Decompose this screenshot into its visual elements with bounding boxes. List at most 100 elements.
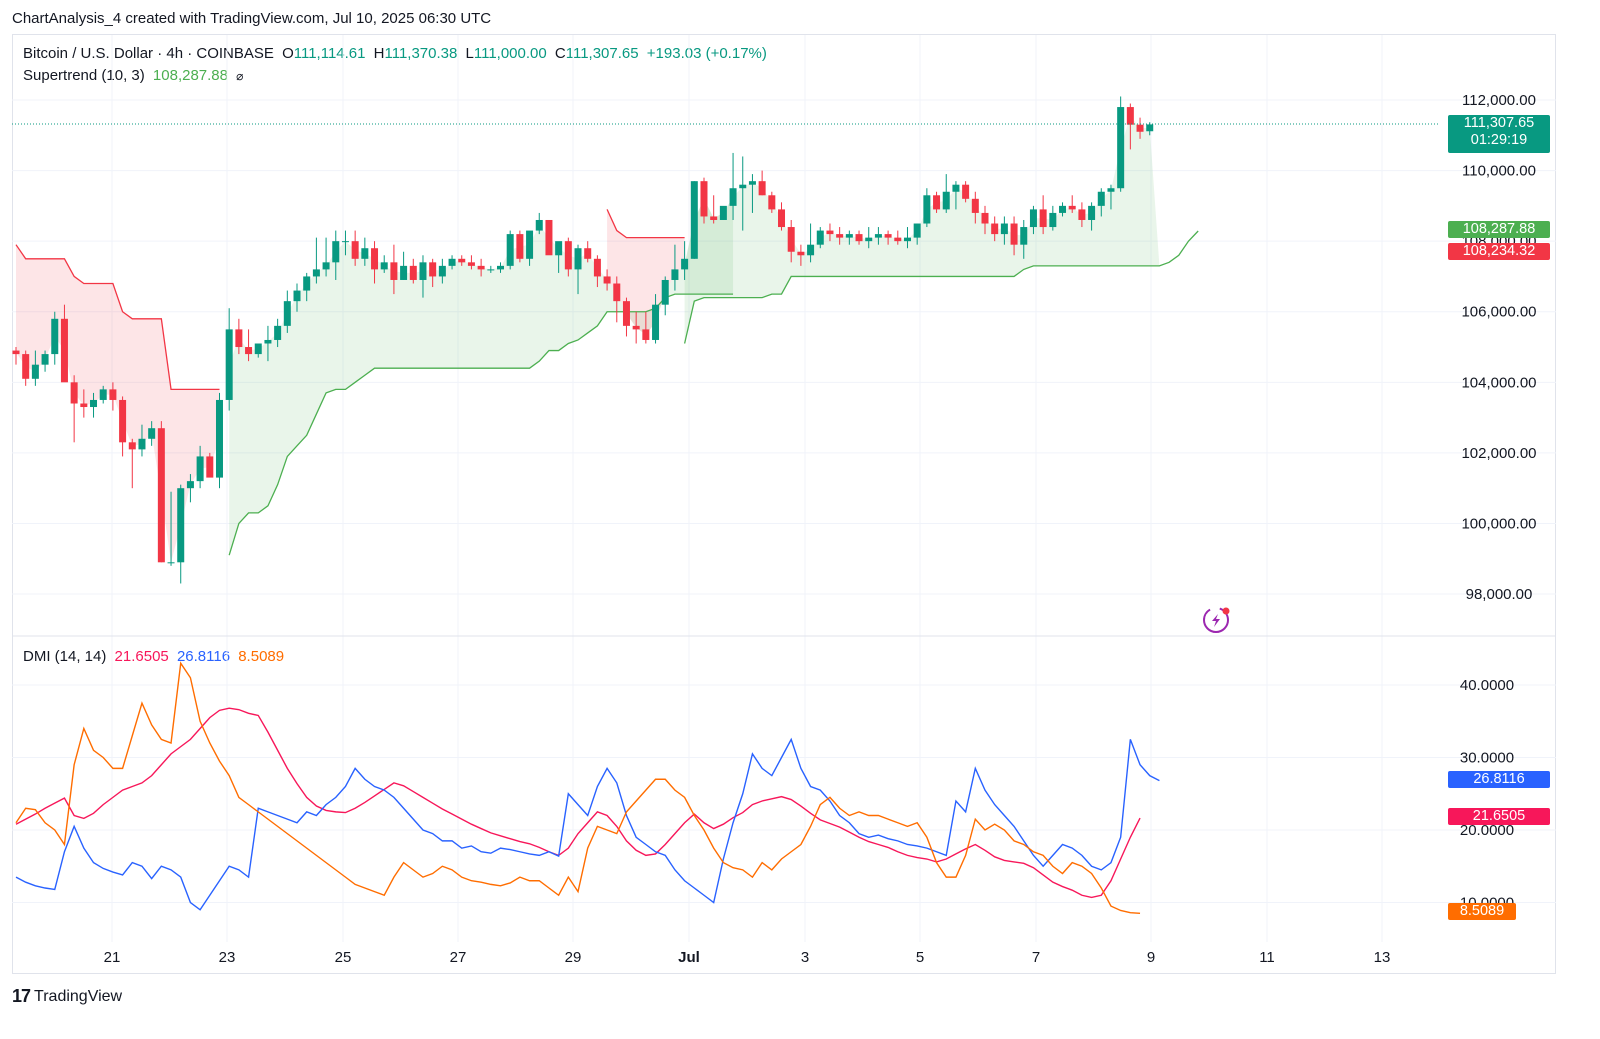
candle-body[interactable] (41, 354, 49, 365)
candle-body[interactable] (1136, 124, 1144, 132)
supertrend-legend[interactable]: Supertrend (10, 3) 108,287.88 ⌀ (23, 67, 247, 84)
candle-body[interactable] (729, 188, 737, 206)
candle-body[interactable] (865, 237, 873, 242)
candle-body[interactable] (845, 234, 853, 238)
candle-body[interactable] (390, 262, 398, 280)
candle-body[interactable] (1020, 227, 1028, 245)
candle-body[interactable] (1088, 205, 1096, 220)
candle-body[interactable] (322, 262, 330, 270)
candle-body[interactable] (458, 258, 466, 263)
candle-body[interactable] (351, 241, 359, 259)
candle-body[interactable] (400, 265, 408, 280)
candle-body[interactable] (903, 237, 911, 242)
candle-body[interactable] (894, 237, 902, 242)
candle-body[interactable] (690, 181, 698, 259)
candle-body[interactable] (555, 241, 563, 256)
candle-body[interactable] (332, 241, 340, 263)
candle-body[interactable] (1059, 205, 1067, 213)
candle-body[interactable] (1126, 107, 1134, 125)
candle-body[interactable] (516, 234, 524, 259)
symbol-title[interactable]: Bitcoin / U.S. Dollar · 4h · COINBASE (23, 45, 274, 62)
candle-body[interactable] (632, 325, 640, 330)
candle-body[interactable] (157, 428, 165, 563)
candle-body[interactable] (497, 265, 504, 270)
candle-body[interactable] (80, 403, 88, 408)
candle-body[interactable] (371, 248, 379, 270)
candle-body[interactable] (419, 262, 427, 280)
candle-body[interactable] (283, 301, 291, 326)
candle-body[interactable] (1117, 107, 1125, 189)
candle-body[interactable] (31, 364, 39, 379)
candle-body[interactable] (429, 262, 437, 277)
supertrend-down-line[interactable] (606, 209, 685, 239)
lightning-logo-icon[interactable] (1203, 607, 1230, 633)
candle-body[interactable] (952, 184, 960, 192)
candle-body[interactable] (70, 382, 78, 404)
candle-body[interactable] (1068, 205, 1076, 210)
candle-body[interactable] (506, 234, 514, 266)
candle-body[interactable] (1010, 223, 1018, 245)
candle-body[interactable] (487, 269, 495, 271)
candle-body[interactable] (215, 399, 223, 478)
candle-body[interactable] (235, 329, 243, 348)
candle-body[interactable] (196, 456, 204, 482)
candle-body[interactable] (768, 195, 776, 210)
candle-body[interactable] (807, 244, 815, 256)
tradingview-footer[interactable]: 17 TradingView (12, 986, 122, 1007)
candle-body[interactable] (225, 329, 233, 400)
candle-body[interactable] (671, 269, 679, 280)
candle-body[interactable] (60, 318, 68, 383)
candle-body[interactable] (99, 389, 107, 400)
candle-body[interactable] (128, 442, 136, 450)
candle-body[interactable] (681, 258, 689, 270)
candle-body[interactable] (109, 389, 117, 400)
candle-body[interactable] (603, 276, 611, 284)
candle-body[interactable] (700, 181, 708, 217)
candle-body[interactable] (913, 223, 921, 238)
candle-body[interactable] (12, 350, 20, 355)
candle-body[interactable] (186, 481, 194, 489)
candle-body[interactable] (293, 290, 301, 302)
candle-body[interactable] (206, 456, 214, 478)
candle-body[interactable] (826, 230, 834, 235)
candle-body[interactable] (264, 339, 272, 344)
candle-body[interactable] (710, 216, 718, 220)
candle-body[interactable] (574, 248, 582, 270)
candle-body[interactable] (1146, 124, 1154, 132)
candle-body[interactable] (148, 428, 156, 439)
candle-body[interactable] (1000, 223, 1008, 235)
candle-body[interactable] (341, 241, 349, 243)
candle-body[interactable] (661, 279, 669, 305)
candle-body[interactable] (535, 219, 543, 231)
candle-body[interactable] (438, 265, 446, 277)
candle-body[interactable] (1039, 209, 1047, 228)
candle-body[interactable] (962, 184, 970, 199)
dmi-legend[interactable]: DMI (14, 14) 21.6505 26.8116 8.5089 (23, 648, 288, 665)
candle-body[interactable] (652, 304, 660, 340)
dmi-minus-line[interactable] (15, 737, 1160, 911)
candle-body[interactable] (1029, 209, 1037, 228)
candle-body[interactable] (245, 347, 253, 355)
candle-body[interactable] (274, 325, 282, 340)
candle-body[interactable] (477, 265, 485, 270)
candle-body[interactable] (167, 562, 175, 564)
candle-body[interactable] (981, 212, 989, 224)
candle-body[interactable] (874, 234, 882, 238)
candle-body[interactable] (942, 191, 950, 210)
candle-body[interactable] (971, 198, 979, 213)
candle-body[interactable] (1078, 209, 1086, 220)
candle-body[interactable] (467, 262, 475, 266)
candle-body[interactable] (1107, 188, 1115, 192)
candle-body[interactable] (622, 301, 630, 326)
candle-body[interactable] (177, 488, 185, 563)
candle-body[interactable] (642, 329, 650, 340)
candle-body[interactable] (836, 234, 844, 238)
candle-body[interactable] (409, 265, 417, 280)
supertrend-up-line[interactable] (683, 230, 1199, 344)
candle-body[interactable] (90, 399, 98, 408)
candle-body[interactable] (584, 248, 592, 259)
candle-body[interactable] (303, 276, 311, 291)
candle-body[interactable] (933, 195, 941, 210)
candle-body[interactable] (739, 184, 747, 189)
